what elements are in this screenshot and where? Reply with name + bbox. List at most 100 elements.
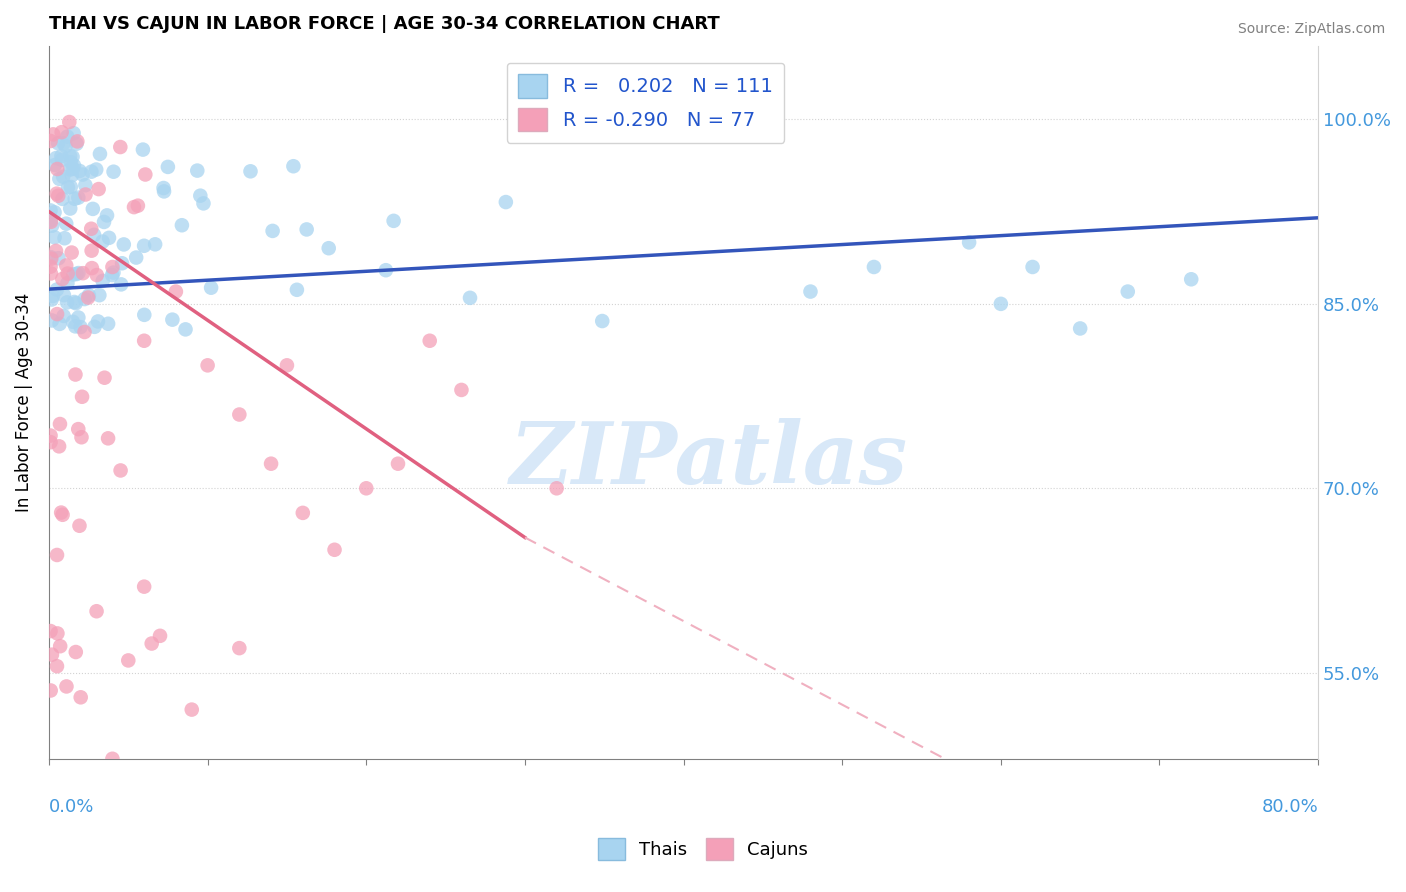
Point xyxy=(356,481,378,495)
Point xyxy=(58,115,80,129)
Point xyxy=(55,680,77,694)
Point xyxy=(591,314,613,328)
Point xyxy=(44,158,66,172)
Point xyxy=(62,161,84,176)
Point xyxy=(62,150,84,164)
Point xyxy=(52,288,75,302)
Point xyxy=(188,188,211,202)
Point xyxy=(65,267,87,281)
Point xyxy=(46,188,69,202)
Point xyxy=(93,370,115,384)
Point xyxy=(52,136,75,151)
Point xyxy=(134,308,156,322)
Point xyxy=(127,199,149,213)
Point xyxy=(52,309,75,323)
Point xyxy=(458,291,481,305)
Point xyxy=(125,251,148,265)
Point xyxy=(117,653,139,667)
Point xyxy=(262,224,284,238)
Legend: Thais, Cajuns: Thais, Cajuns xyxy=(591,830,815,867)
Point xyxy=(170,219,193,233)
Text: THAI VS CAJUN IN LABOR FORCE | AGE 30-34 CORRELATION CHART: THAI VS CAJUN IN LABOR FORCE | AGE 30-34… xyxy=(49,15,720,33)
Point xyxy=(87,182,110,196)
Point xyxy=(55,217,77,231)
Point xyxy=(111,256,134,270)
Point xyxy=(72,168,94,182)
Point xyxy=(69,320,91,334)
Point xyxy=(65,368,87,382)
Point xyxy=(239,164,262,178)
Point xyxy=(46,161,69,176)
Point xyxy=(65,645,87,659)
Point xyxy=(56,295,79,310)
Point xyxy=(93,215,115,229)
Point xyxy=(110,140,132,154)
Point xyxy=(86,268,108,282)
Point xyxy=(45,151,67,165)
Point xyxy=(60,155,83,169)
Point xyxy=(39,435,62,450)
Point xyxy=(83,319,105,334)
Point xyxy=(97,431,120,445)
Point xyxy=(56,129,79,144)
Point xyxy=(69,518,91,533)
Point xyxy=(101,260,124,274)
Point xyxy=(174,322,197,336)
Point xyxy=(419,334,441,348)
Point xyxy=(41,293,63,307)
Point xyxy=(80,244,103,258)
Point xyxy=(39,428,62,442)
Point xyxy=(110,277,132,292)
Point xyxy=(67,422,90,436)
Point xyxy=(122,200,145,214)
Point xyxy=(295,222,318,236)
Point xyxy=(228,641,250,656)
Point xyxy=(283,159,305,173)
Point xyxy=(77,288,100,302)
Point xyxy=(75,187,97,202)
Y-axis label: In Labor Force | Age 30-34: In Labor Force | Age 30-34 xyxy=(15,293,32,512)
Point xyxy=(82,202,104,216)
Point xyxy=(48,439,70,453)
Point xyxy=(49,639,72,653)
Point xyxy=(200,281,222,295)
Point xyxy=(62,126,84,140)
Point xyxy=(39,260,62,274)
Point xyxy=(59,180,82,194)
Point xyxy=(41,648,63,662)
Point xyxy=(52,508,75,522)
Point xyxy=(39,252,62,266)
Point xyxy=(103,266,125,280)
Point xyxy=(89,288,111,302)
Point xyxy=(63,159,86,173)
Point xyxy=(69,690,91,705)
Point xyxy=(197,359,219,373)
Point xyxy=(60,169,83,183)
Point xyxy=(193,196,215,211)
Point xyxy=(44,205,66,219)
Point xyxy=(152,181,174,195)
Point xyxy=(87,314,110,328)
Point xyxy=(96,208,118,222)
Point xyxy=(39,683,62,698)
Point xyxy=(56,276,79,290)
Point xyxy=(91,235,114,249)
Point xyxy=(91,274,114,288)
Point xyxy=(186,163,208,178)
Point xyxy=(67,266,90,280)
Point xyxy=(39,250,62,264)
Text: ZIPatlas: ZIPatlas xyxy=(510,417,908,501)
Point xyxy=(132,239,155,253)
Point xyxy=(45,244,67,258)
Point xyxy=(112,237,135,252)
Point xyxy=(70,430,93,444)
Point xyxy=(55,259,77,273)
Point xyxy=(46,136,69,151)
Point xyxy=(52,169,75,184)
Text: 0.0%: 0.0% xyxy=(49,798,94,816)
Point xyxy=(65,319,87,334)
Point xyxy=(1180,272,1202,286)
Point xyxy=(134,168,156,182)
Point xyxy=(65,136,87,151)
Point xyxy=(103,165,125,179)
